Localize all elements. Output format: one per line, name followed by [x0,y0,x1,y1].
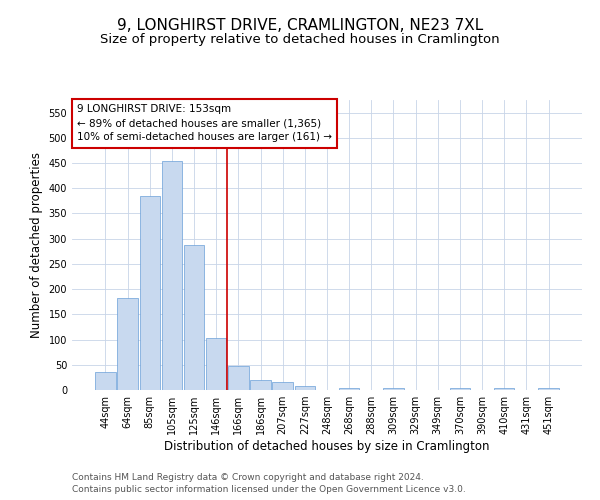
Bar [383,388,404,390]
Bar [95,372,116,390]
Bar [538,388,559,390]
Bar [118,298,138,390]
Bar [272,382,293,390]
Bar [206,338,226,390]
Text: Contains public sector information licensed under the Open Government Licence v3: Contains public sector information licen… [72,485,466,494]
Bar [140,196,160,390]
Y-axis label: Number of detached properties: Number of detached properties [30,152,43,338]
X-axis label: Distribution of detached houses by size in Cramlington: Distribution of detached houses by size … [164,440,490,453]
Bar [250,380,271,390]
Text: Contains HM Land Registry data © Crown copyright and database right 2024.: Contains HM Land Registry data © Crown c… [72,472,424,482]
Bar [295,386,315,390]
Bar [228,366,248,390]
Bar [161,160,182,390]
Text: 9 LONGHIRST DRIVE: 153sqm
← 89% of detached houses are smaller (1,365)
10% of se: 9 LONGHIRST DRIVE: 153sqm ← 89% of detac… [77,104,332,142]
Text: Size of property relative to detached houses in Cramlington: Size of property relative to detached ho… [100,32,500,46]
Bar [184,246,204,390]
Bar [450,388,470,390]
Bar [494,388,514,390]
Bar [339,388,359,390]
Text: 9, LONGHIRST DRIVE, CRAMLINGTON, NE23 7XL: 9, LONGHIRST DRIVE, CRAMLINGTON, NE23 7X… [117,18,483,32]
